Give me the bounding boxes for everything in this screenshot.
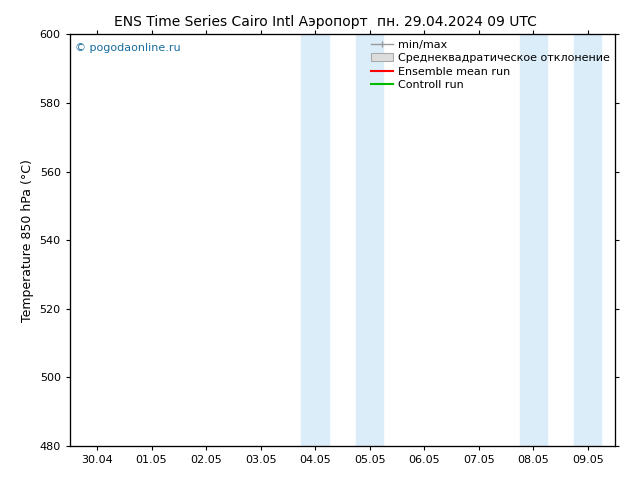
Bar (356, 34, 383, 446)
Text: пн. 29.04.2024 09 UTC: пн. 29.04.2024 09 UTC (377, 15, 536, 29)
Bar (520, 34, 547, 446)
Bar (302, 34, 328, 446)
Bar (574, 34, 601, 446)
Text: © pogodaonline.ru: © pogodaonline.ru (75, 43, 181, 52)
Y-axis label: Temperature 850 hPa (°C): Temperature 850 hPa (°C) (21, 159, 34, 321)
Text: ENS Time Series Cairo Intl Аэропорт: ENS Time Series Cairo Intl Аэропорт (114, 15, 368, 29)
Legend: min/max, Среднеквадратическое отклонение, Ensemble mean run, Controll run: min/max, Среднеквадратическое отклонение… (371, 40, 609, 90)
